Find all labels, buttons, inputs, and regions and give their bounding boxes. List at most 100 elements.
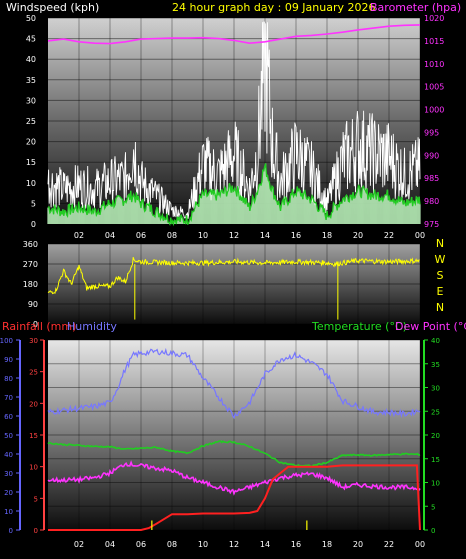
temperature-axis-label: Temperature (°C) bbox=[311, 320, 407, 333]
rainfall-axis-label: Rainfall (mm) bbox=[2, 320, 76, 333]
compass-label: E bbox=[437, 285, 444, 298]
temperature-tick-label: 30 bbox=[431, 385, 440, 393]
humidity-tick-label: 100 bbox=[0, 337, 13, 345]
rain-x-tick-label: 16 bbox=[291, 540, 301, 549]
temperature-tick-label: 20 bbox=[431, 432, 440, 440]
barometer-tick-label: 995 bbox=[424, 128, 439, 137]
rain-x-tick-label: 14 bbox=[260, 540, 270, 549]
barometer-tick-label: 985 bbox=[424, 174, 439, 183]
humidity-tick-label: 60 bbox=[4, 413, 13, 421]
temperature-tick-label: 25 bbox=[431, 408, 440, 416]
barometer-tick-label: 975 bbox=[424, 220, 439, 229]
direction-tick-label: 0 bbox=[33, 320, 38, 329]
wind-x-tick-label: 02 bbox=[74, 231, 84, 240]
wind-series-group bbox=[47, 21, 421, 227]
rain-tick-label: 30 bbox=[29, 337, 38, 345]
humidity-tick-label: 50 bbox=[4, 432, 13, 440]
wind-x-tick-label: 10 bbox=[198, 231, 208, 240]
humidity-axis-label: Humidity bbox=[67, 320, 117, 333]
direction-tick-label: 90 bbox=[28, 300, 38, 309]
rain-x-tick-label: 22 bbox=[384, 540, 394, 549]
humidity-line bbox=[47, 347, 421, 420]
barometer-tick-label: 980 bbox=[424, 197, 439, 206]
rain-tick-label: 25 bbox=[29, 369, 38, 377]
windspeed-tick-label: 45 bbox=[26, 35, 36, 44]
wind-x-tick-label: 06 bbox=[136, 231, 146, 240]
rain-tick-label: 20 bbox=[29, 400, 38, 408]
temperature-tick-label: 5 bbox=[431, 503, 435, 511]
rain-x-tick-label: 04 bbox=[105, 540, 115, 549]
dewpoint-axis-label: Dew Point (°C) bbox=[395, 320, 466, 333]
direction-tick-label: 270 bbox=[23, 260, 38, 269]
rain-x-tick-label: 20 bbox=[353, 540, 363, 549]
rain-tick-label: 10 bbox=[29, 464, 38, 472]
barometer-tick-label: 1000 bbox=[424, 106, 444, 115]
windspeed-tick-label: 40 bbox=[26, 55, 36, 64]
windspeed-tick-label: 15 bbox=[26, 158, 36, 167]
barometer-tick-label: 1020 bbox=[424, 14, 444, 23]
compass-label: S bbox=[437, 269, 444, 282]
barometer-line bbox=[47, 24, 421, 45]
rain-x-tick-label: 12 bbox=[229, 540, 239, 549]
humidity-tick-label: 10 bbox=[4, 508, 13, 516]
rain-series-group bbox=[47, 347, 421, 531]
wind-average-line bbox=[47, 163, 421, 227]
humidity-tick-label: 90 bbox=[4, 356, 13, 364]
wind-x-tick-label: 00 bbox=[415, 231, 425, 240]
temperature-tick-label: 0 bbox=[431, 527, 435, 535]
compass-label: W bbox=[435, 253, 446, 266]
direction-tick-label: 180 bbox=[23, 280, 38, 289]
humidity-tick-label: 20 bbox=[4, 489, 13, 497]
wind-gust-line bbox=[47, 21, 421, 219]
windspeed-tick-label: 30 bbox=[26, 96, 36, 105]
windspeed-axis-label: Windspeed (kph) bbox=[6, 1, 99, 14]
rain-tick-label: 5 bbox=[34, 495, 38, 503]
windspeed-tick-label: 25 bbox=[26, 117, 36, 126]
windspeed-tick-label: 50 bbox=[26, 14, 36, 23]
rain-x-tick-label: 10 bbox=[198, 540, 208, 549]
temperature-tick-label: 35 bbox=[431, 361, 440, 369]
compass-label: N bbox=[436, 237, 444, 250]
rain-x-tick-label: 08 bbox=[167, 540, 177, 549]
rain-x-tick-label: 02 bbox=[74, 540, 84, 549]
rainfall-line bbox=[48, 464, 421, 531]
rain-tick-label: 15 bbox=[29, 432, 38, 440]
rain-panel-background bbox=[48, 340, 420, 530]
wind-x-tick-label: 16 bbox=[291, 231, 301, 240]
direction-panel-grid bbox=[48, 243, 421, 325]
wind-x-tick-label: 18 bbox=[322, 231, 332, 240]
dewpoint-line bbox=[47, 460, 421, 496]
humidity-tick-label: 80 bbox=[4, 375, 13, 383]
direction-tick-label: 360 bbox=[23, 240, 38, 249]
barometer-axis-label: Barometer (hpa) bbox=[370, 1, 461, 14]
direction-panel-background bbox=[48, 244, 420, 324]
rain-x-tick-label: 06 bbox=[136, 540, 146, 549]
humidity-tick-label: 40 bbox=[4, 451, 13, 459]
windspeed-tick-label: 35 bbox=[26, 76, 36, 85]
humidity-tick-label: 70 bbox=[4, 394, 13, 402]
compass-label: N bbox=[436, 301, 444, 314]
wind-x-tick-label: 22 bbox=[384, 231, 394, 240]
wind-x-tick-label: 14 bbox=[260, 231, 270, 240]
direction-series-group bbox=[47, 257, 420, 320]
windspeed-tick-labels: 0 5 10 15 20 25 30 35 40 45 50 bbox=[26, 14, 36, 229]
wind-direction-line bbox=[47, 257, 420, 295]
windspeed-tick-label: 10 bbox=[26, 179, 36, 188]
barometer-tick-label: 990 bbox=[424, 151, 439, 160]
temperature-line bbox=[47, 440, 421, 468]
rain-x-tick-labels: 02 04 06 08 10 12 14 16 18 20 22 00 bbox=[74, 540, 425, 549]
temperature-tick-label: 10 bbox=[431, 480, 440, 488]
windspeed-tick-label: 20 bbox=[26, 138, 36, 147]
wind-x-tick-labels: 02 04 06 08 10 12 14 16 18 20 22 00 bbox=[74, 231, 425, 240]
temperature-tick-label: 40 bbox=[431, 337, 440, 345]
barometer-tick-label: 1005 bbox=[424, 83, 444, 92]
rain-x-tick-label: 00 bbox=[415, 540, 425, 549]
windspeed-tick-label: 0 bbox=[31, 220, 36, 229]
chart-title: 24 hour graph day : 09 January 2026 bbox=[172, 1, 376, 14]
humidity-tick-label: 0 bbox=[9, 527, 13, 535]
wind-x-tick-label: 20 bbox=[353, 231, 363, 240]
rain-panel-grid bbox=[48, 339, 421, 531]
